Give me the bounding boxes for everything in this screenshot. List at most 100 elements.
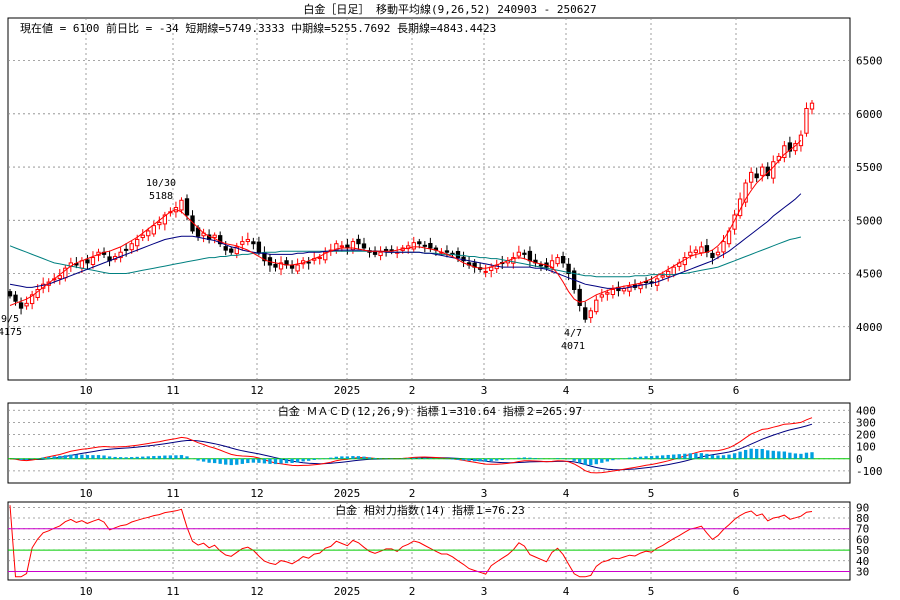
x-tick-label: 6 xyxy=(733,384,740,397)
candle-body xyxy=(566,263,571,275)
annotation-date: 10/30 xyxy=(146,178,176,189)
macd-histogram-bar xyxy=(782,451,787,459)
macd-histogram-bar xyxy=(118,457,123,459)
candle-body xyxy=(151,225,156,235)
macd-histogram-bar xyxy=(461,458,466,461)
candle-body xyxy=(577,288,582,306)
candle-body xyxy=(361,243,367,249)
macd-histogram-bar xyxy=(517,457,521,459)
candle-body xyxy=(289,264,295,269)
price-y-tick-label: 4000 xyxy=(856,321,883,334)
macd-histogram-bar xyxy=(572,458,576,461)
macd-histogram-bar xyxy=(694,453,698,459)
macd-histogram-bar xyxy=(113,456,117,459)
macd-histogram-bar xyxy=(638,456,643,459)
candle-body xyxy=(129,243,134,251)
candle-body xyxy=(627,285,632,292)
candle-body xyxy=(798,134,804,147)
mid-ma-line xyxy=(9,193,802,289)
macd-histogram-bar xyxy=(124,457,128,459)
macd-histogram-bar xyxy=(63,455,67,459)
macd-y-tick-label: 200 xyxy=(856,429,876,442)
candle-body xyxy=(638,283,643,290)
candle-body xyxy=(583,307,588,320)
candle-body xyxy=(809,102,815,110)
macd-histogram-bar xyxy=(472,458,477,462)
macd-histogram-bar xyxy=(163,455,167,459)
macd-histogram-bar xyxy=(201,458,206,462)
rsi-panel-frame xyxy=(7,501,851,581)
x-tick-label: 2025 xyxy=(334,487,361,500)
x-tick-label: 5 xyxy=(648,487,655,500)
price-y-tick-label: 5000 xyxy=(856,214,883,227)
macd-histogram-bar xyxy=(644,456,648,459)
macd-histogram-bar xyxy=(168,455,173,459)
macd-histogram-bar xyxy=(179,455,184,459)
macd-histogram-bar xyxy=(484,458,488,462)
candle-body xyxy=(771,161,776,179)
macd-histogram-bar xyxy=(633,457,637,459)
macd-histogram-bar xyxy=(600,458,604,463)
candle-body xyxy=(356,238,361,245)
macd-histogram-bar xyxy=(24,458,29,460)
candle-body xyxy=(229,248,234,253)
macd-line xyxy=(9,417,813,474)
candle-body xyxy=(782,145,787,158)
x-tick-label: 2 xyxy=(409,487,416,500)
candle-body xyxy=(240,241,245,245)
rsi-y-tick-label: 30 xyxy=(856,565,869,578)
candle-body xyxy=(317,257,322,260)
macd-histogram-bar xyxy=(445,458,449,460)
macd-histogram-bar xyxy=(450,458,455,460)
macd-histogram-bar xyxy=(224,458,228,465)
macd-histogram-bar xyxy=(257,458,261,463)
x-tick-label: 2 xyxy=(409,384,416,397)
candle-body xyxy=(804,108,809,134)
macd-histogram-bar xyxy=(649,456,654,459)
macd-histogram-bar xyxy=(246,458,250,464)
macd-histogram-bar xyxy=(85,455,90,459)
candle-body xyxy=(85,259,90,264)
x-tick-label: 4 xyxy=(563,487,570,500)
macd-histogram-bar xyxy=(130,457,134,459)
macd-histogram-bar xyxy=(528,457,532,459)
x-tick-label: 5 xyxy=(648,384,655,397)
candle-body xyxy=(162,214,168,225)
macd-histogram-bar xyxy=(69,454,73,459)
macd-signal-line xyxy=(9,423,813,471)
price-y-tick-label: 6500 xyxy=(856,55,883,68)
macd-histogram-bar xyxy=(290,458,294,464)
candle-body xyxy=(555,257,560,265)
x-tick-label: 4 xyxy=(563,384,570,397)
macd-layer xyxy=(8,448,850,466)
macd-histogram-bar xyxy=(135,456,139,459)
macd-histogram-bar xyxy=(423,457,427,459)
candle-body xyxy=(748,171,754,183)
candle-body xyxy=(444,250,450,253)
macd-histogram-bar xyxy=(334,456,338,459)
price-info-line: 現在値 = 6100 前日比 = -34 短期線=5749.3333 中期線=5… xyxy=(20,21,496,35)
x-tick-label: 12 xyxy=(250,384,263,397)
macd-histogram-bar xyxy=(91,455,95,459)
macd-y-tick-label: 0 xyxy=(856,453,863,466)
candle-body xyxy=(417,241,422,245)
x-tick-label: 11 xyxy=(166,384,179,397)
x-tick-label: 11 xyxy=(166,585,179,598)
candle-body xyxy=(411,242,416,250)
macd-histogram-bar xyxy=(578,458,582,463)
candle-body xyxy=(710,252,715,259)
candle-body xyxy=(588,310,593,319)
macd-histogram-bar xyxy=(218,458,222,464)
x-tick-label: 2 xyxy=(409,585,416,598)
macd-histogram-bar xyxy=(705,453,709,459)
price-layer xyxy=(7,99,815,578)
annotation-value: 4175 xyxy=(0,327,22,338)
candle-body xyxy=(7,291,13,297)
macd-histogram-bar xyxy=(627,457,632,459)
candle-body xyxy=(671,266,676,276)
rsi-y-tick-label: 70 xyxy=(856,523,869,536)
annotation-date: 4/7 xyxy=(564,328,582,339)
macd-histogram-bar xyxy=(340,456,344,459)
candle-body xyxy=(184,198,190,216)
